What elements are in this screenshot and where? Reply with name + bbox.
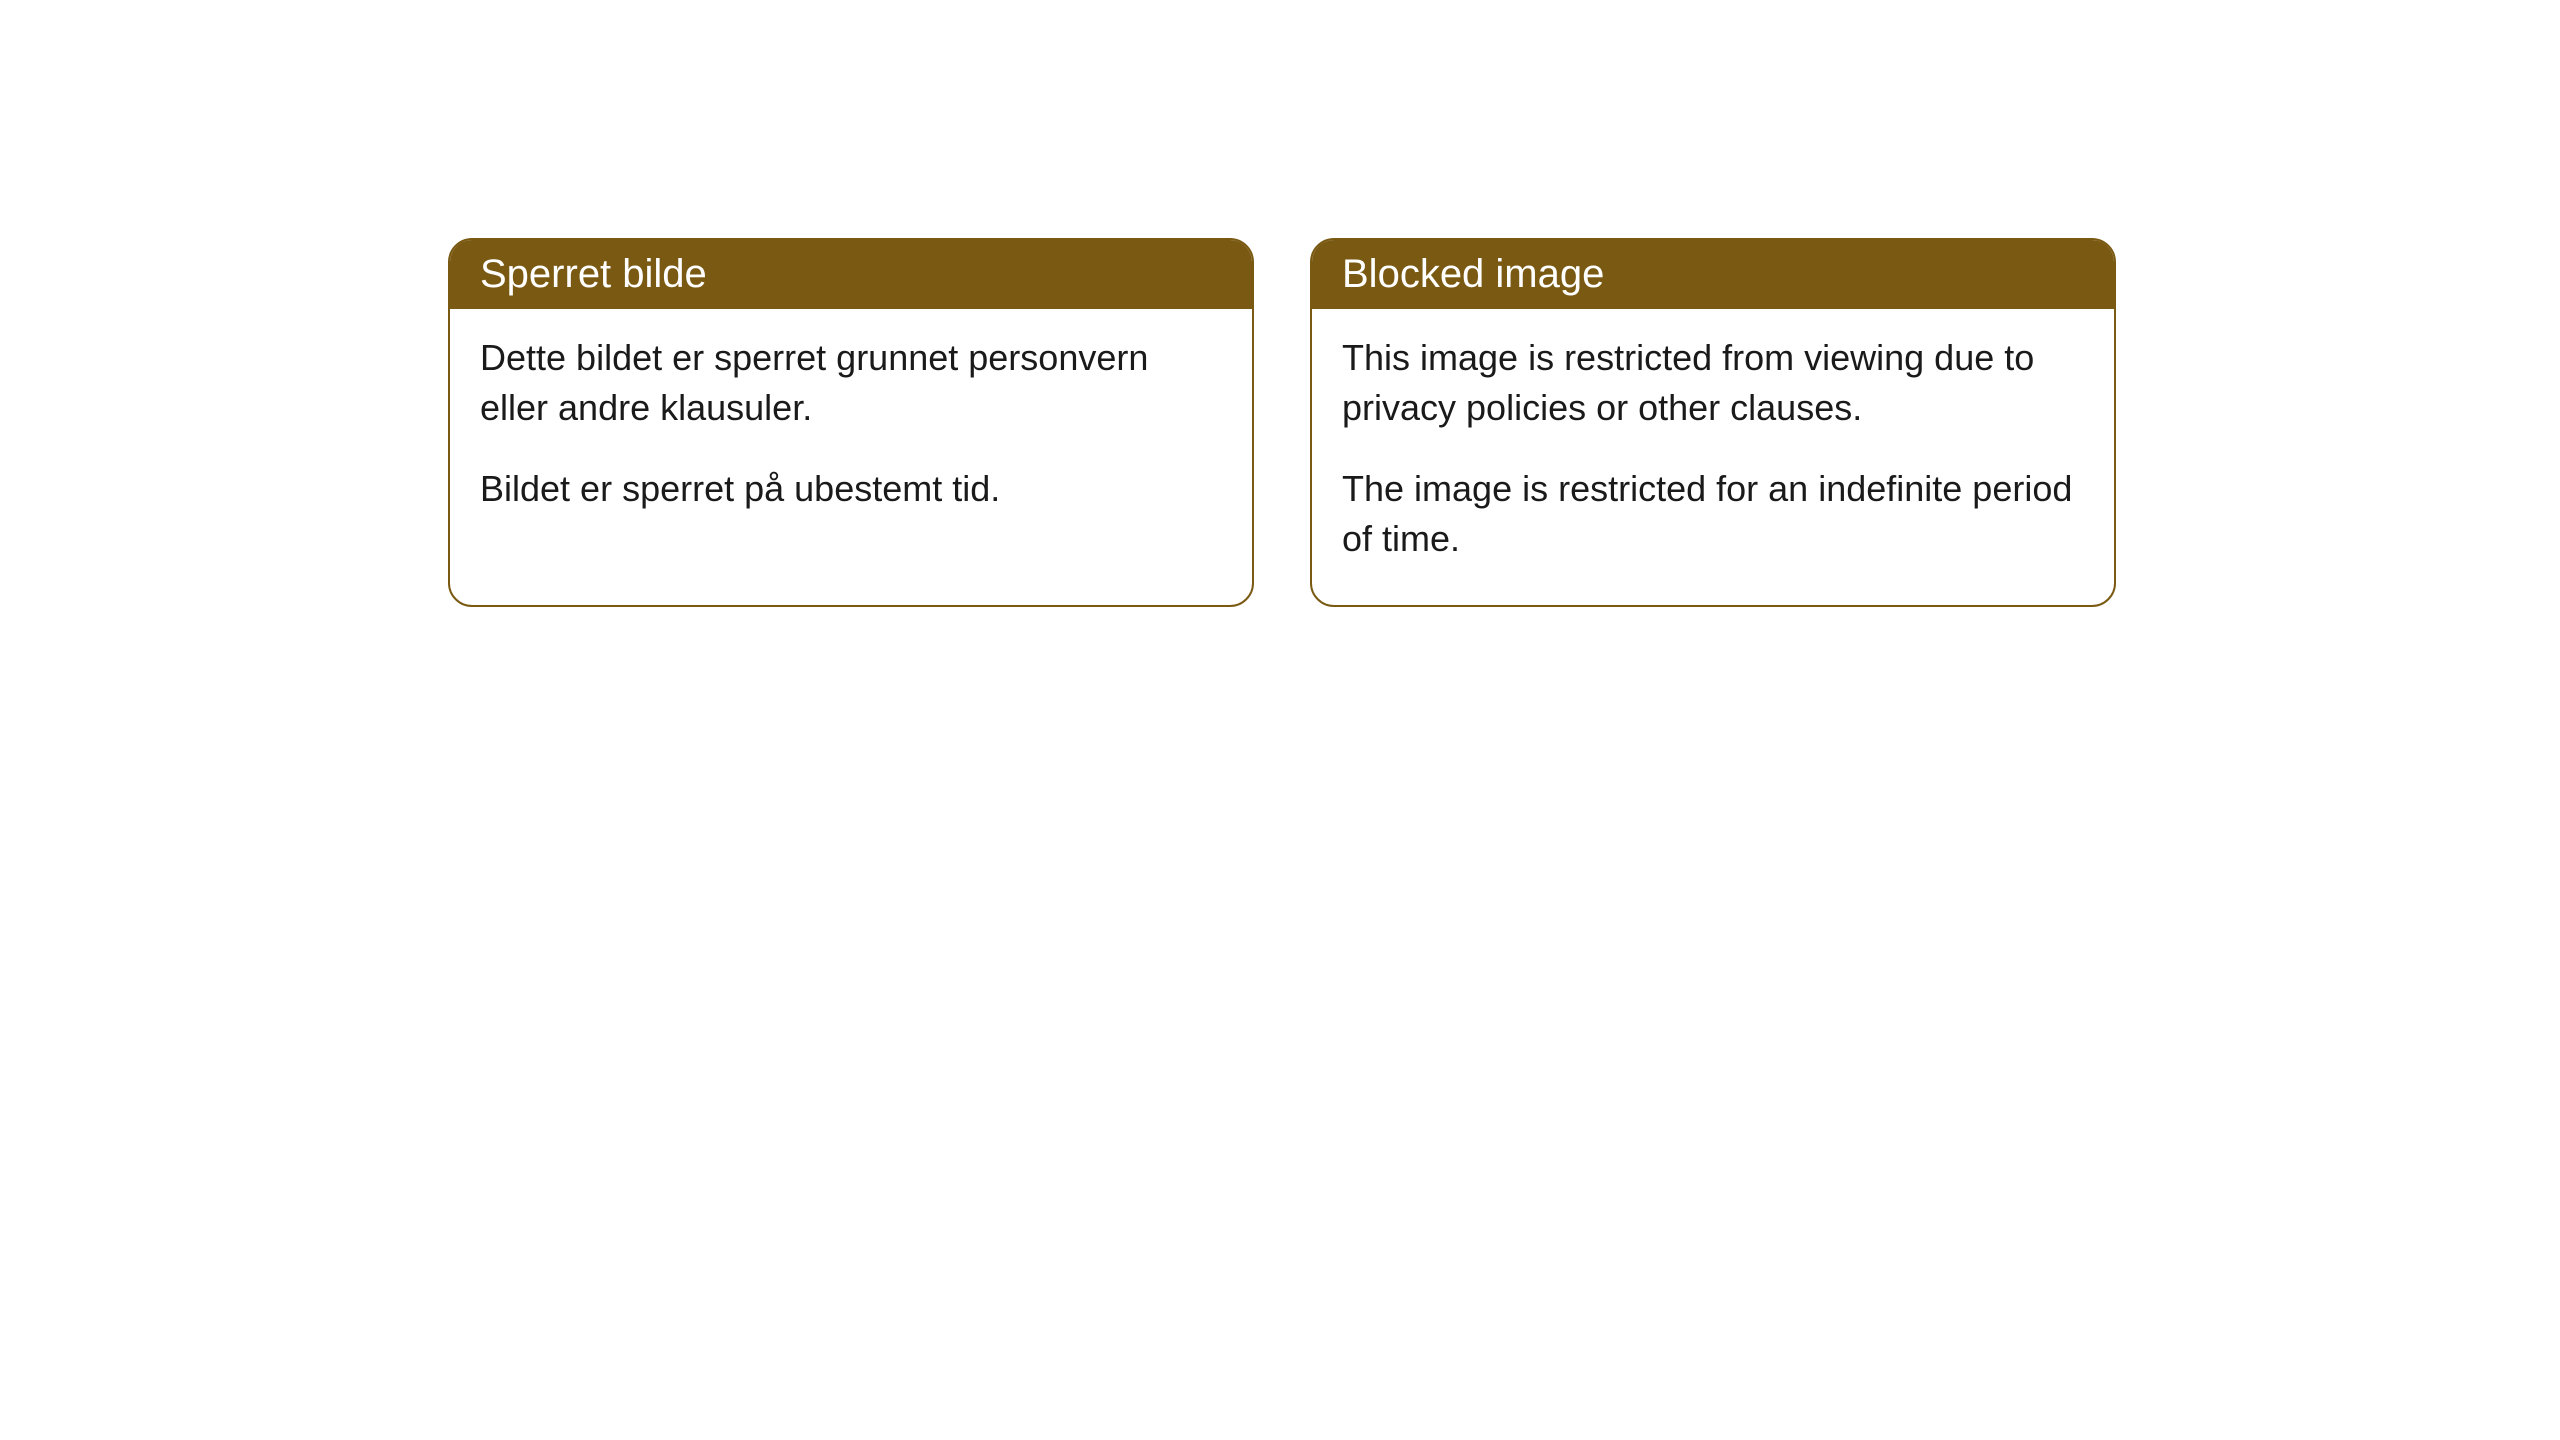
card-header: Blocked image: [1312, 240, 2114, 309]
card-paragraph: This image is restricted from viewing du…: [1342, 333, 2084, 434]
card-title: Blocked image: [1342, 252, 1604, 296]
card-paragraph: Dette bildet er sperret grunnet personve…: [480, 333, 1222, 434]
blocked-image-card-english: Blocked image This image is restricted f…: [1310, 238, 2116, 607]
notice-container: Sperret bilde Dette bildet er sperret gr…: [448, 238, 2116, 607]
card-paragraph: The image is restricted for an indefinit…: [1342, 464, 2084, 565]
card-title: Sperret bilde: [480, 252, 707, 296]
blocked-image-card-norwegian: Sperret bilde Dette bildet er sperret gr…: [448, 238, 1254, 607]
card-body: This image is restricted from viewing du…: [1312, 309, 2114, 605]
card-header: Sperret bilde: [450, 240, 1252, 309]
card-body: Dette bildet er sperret grunnet personve…: [450, 309, 1252, 554]
card-paragraph: Bildet er sperret på ubestemt tid.: [480, 464, 1222, 514]
